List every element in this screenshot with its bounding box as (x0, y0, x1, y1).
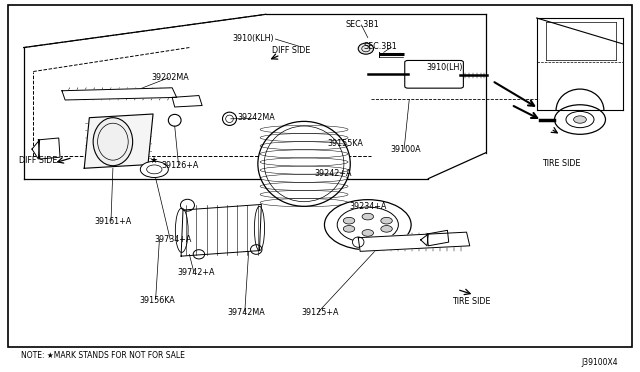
Polygon shape (427, 230, 449, 246)
Text: SEC.3B1: SEC.3B1 (364, 42, 397, 51)
Circle shape (362, 230, 374, 236)
Text: TIRE SIDE: TIRE SIDE (452, 297, 491, 306)
Text: 39234+A: 39234+A (349, 202, 387, 211)
Circle shape (343, 225, 355, 232)
Circle shape (362, 213, 374, 220)
Ellipse shape (353, 237, 364, 247)
Text: 39161+A: 39161+A (94, 217, 132, 225)
Circle shape (381, 217, 392, 224)
Text: 39126+A: 39126+A (161, 161, 198, 170)
Text: DIFF SIDE: DIFF SIDE (19, 156, 57, 166)
Circle shape (343, 217, 355, 224)
Text: 39742+A: 39742+A (177, 268, 214, 277)
Text: 39155KA: 39155KA (328, 139, 364, 148)
Text: 39242+A: 39242+A (314, 169, 351, 177)
Circle shape (381, 225, 392, 232)
Text: 39202MA: 39202MA (152, 73, 189, 81)
Text: 39125+A: 39125+A (301, 308, 339, 317)
Polygon shape (358, 232, 470, 251)
Text: 3910(LH): 3910(LH) (426, 62, 463, 72)
Text: 3910(KLH): 3910(KLH) (232, 34, 274, 43)
Ellipse shape (93, 118, 132, 166)
Polygon shape (32, 140, 40, 159)
FancyBboxPatch shape (404, 61, 463, 88)
Text: 39742MA: 39742MA (228, 308, 266, 317)
Text: ★: ★ (149, 156, 157, 166)
Circle shape (140, 161, 168, 177)
Ellipse shape (258, 121, 350, 206)
Text: 39156KA: 39156KA (140, 296, 175, 305)
Polygon shape (62, 88, 177, 100)
FancyBboxPatch shape (8, 5, 632, 347)
Text: DIFF SIDE: DIFF SIDE (272, 46, 310, 55)
Text: NOTE: ★MARK STANDS FOR NOT FOR SALE: NOTE: ★MARK STANDS FOR NOT FOR SALE (20, 350, 184, 360)
Polygon shape (84, 114, 153, 168)
Polygon shape (38, 138, 60, 159)
Text: TIRE SIDE: TIRE SIDE (541, 158, 580, 168)
Text: 39100A: 39100A (390, 145, 421, 154)
Text: 39242MA: 39242MA (237, 113, 275, 122)
Polygon shape (172, 96, 202, 107)
Ellipse shape (358, 43, 374, 54)
Circle shape (324, 200, 411, 250)
Text: 39734+A: 39734+A (155, 235, 192, 244)
Text: J39100X4: J39100X4 (582, 358, 618, 367)
Circle shape (573, 116, 586, 123)
Polygon shape (181, 205, 261, 256)
Polygon shape (420, 234, 428, 246)
Text: SEC.3B1: SEC.3B1 (346, 20, 380, 29)
